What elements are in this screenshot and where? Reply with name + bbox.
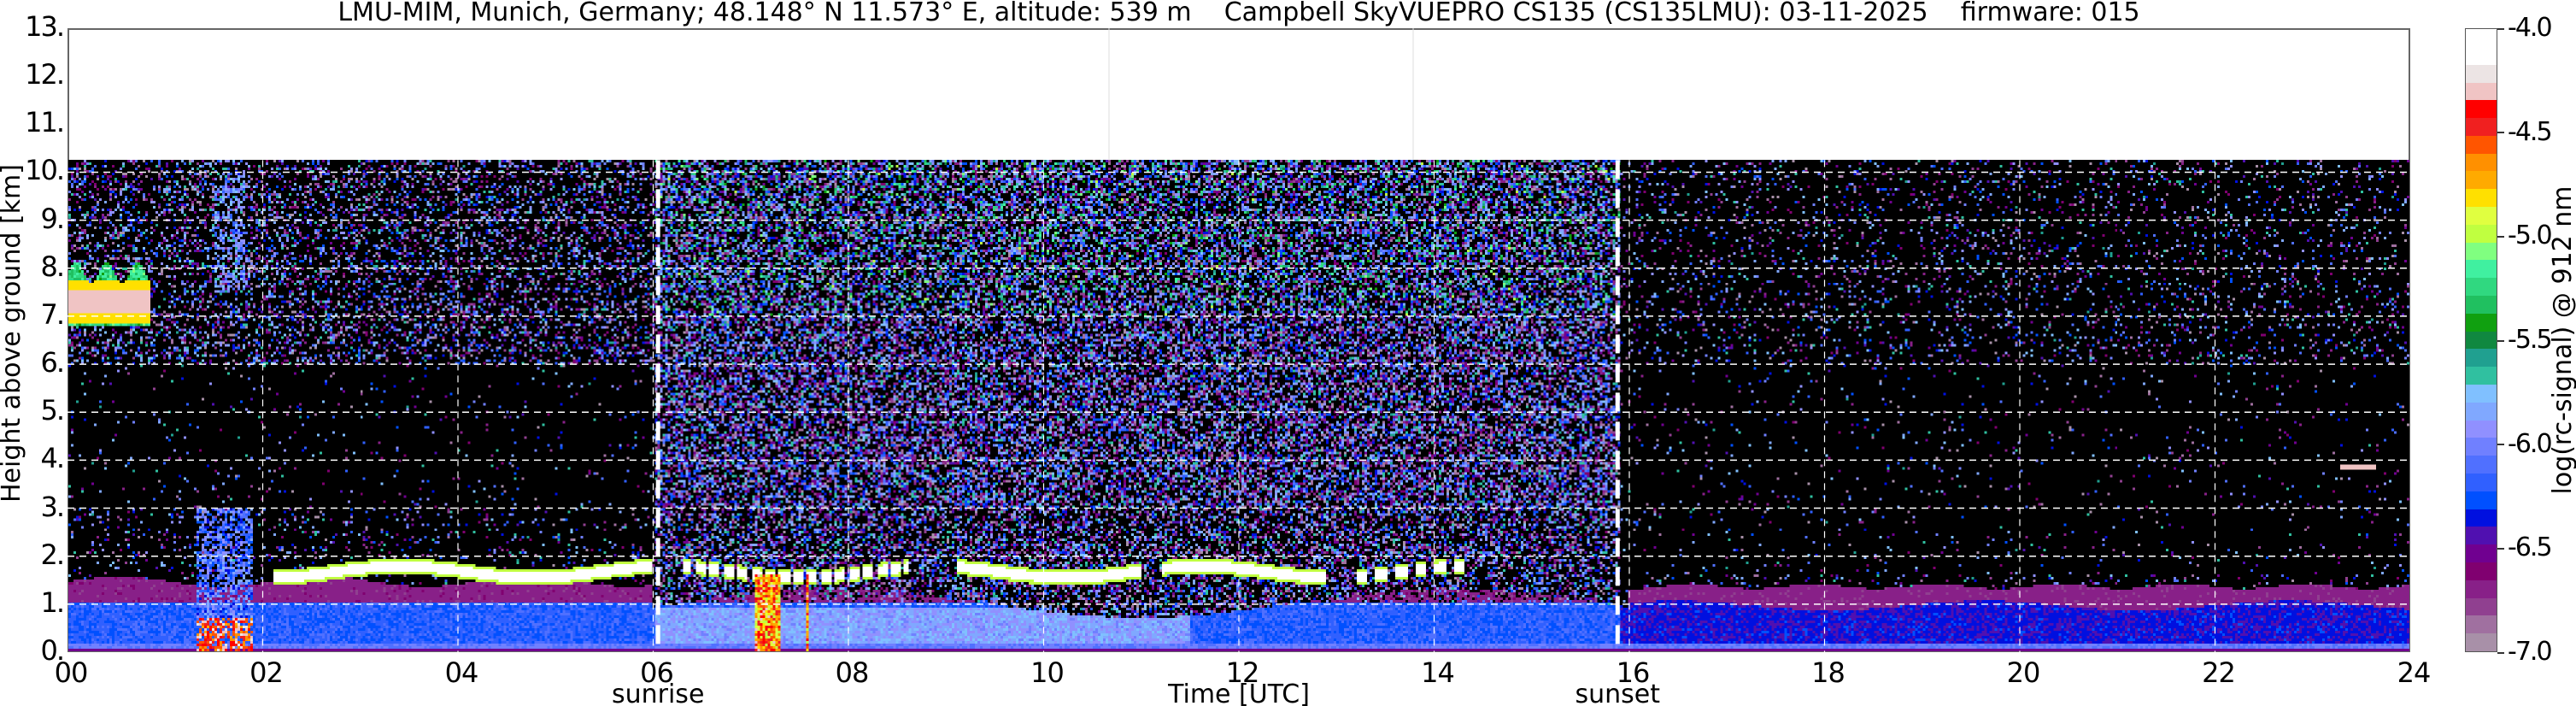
- x-tick-label: 22: [2202, 656, 2236, 689]
- sunset-label: sunset: [1575, 680, 1661, 706]
- x-tick-label: 18: [1811, 656, 1845, 689]
- colorbar-bin: [2466, 135, 2497, 154]
- colorbar-bin: [2466, 242, 2497, 261]
- colorbar-bin: [2466, 118, 2497, 136]
- colorbar-label: log(rc-signal) @ 912 nm: [2548, 185, 2576, 495]
- y-tick-label: 7.: [40, 297, 65, 331]
- colorbar-tick-label: -7.0: [2497, 637, 2553, 667]
- colorbar-tick-mark: [2497, 132, 2504, 134]
- colorbar-bin: [2466, 153, 2497, 172]
- colorbar-tick-label: -5.5: [2497, 325, 2553, 355]
- colorbar-tick-mark: [2497, 339, 2504, 342]
- colorbar-tick-label: -6.0: [2497, 428, 2553, 459]
- colorbar-bin: [2466, 509, 2497, 527]
- colorbar-bin: [2466, 296, 2497, 314]
- colorbar-bin: [2466, 456, 2497, 474]
- colorbar-bin: [2466, 615, 2497, 634]
- colorbar-bin: [2466, 189, 2497, 208]
- x-tick-label: 02: [249, 656, 284, 689]
- x-tick-label: 12: [1225, 656, 1260, 689]
- sunrise-label: sunrise: [611, 680, 705, 706]
- y-tick-label: 6.: [40, 346, 65, 379]
- x-tick-label: 20: [2006, 656, 2041, 689]
- y-tick-label: 0.: [40, 634, 65, 667]
- colorbar-bin: [2466, 597, 2497, 616]
- colorbar-bin: [2466, 527, 2497, 545]
- colorbar-bin: [2466, 544, 2497, 563]
- colorbar-tick-text: -5.0: [2508, 221, 2553, 251]
- colorbar-bin: [2466, 224, 2497, 243]
- colorbar-bin: [2466, 438, 2497, 456]
- y-tick-label: 1.: [40, 585, 65, 619]
- colorbar-tick-mark: [2497, 27, 2504, 30]
- colorbar: [2465, 28, 2497, 652]
- colorbar-tick-mark: [2497, 444, 2504, 446]
- colorbar-bin: [2466, 402, 2497, 421]
- colorbar-bin: [2466, 260, 2497, 279]
- y-tick-label: 10.: [25, 154, 65, 187]
- y-tick-label: 13.: [25, 10, 65, 43]
- colorbar-tick-label: -6.5: [2497, 535, 2553, 561]
- colorbar-bin: [2466, 207, 2497, 225]
- colorbar-tick-mark: [2497, 235, 2504, 238]
- x-tick-label: 00: [54, 656, 89, 689]
- colorbar-bin: [2466, 278, 2497, 297]
- y-tick-label: 3.: [40, 490, 65, 523]
- colorbar-bin: [2466, 491, 2497, 509]
- colorbar-tick-text: -4.5: [2508, 116, 2553, 147]
- x-tick-label: 14: [1421, 656, 1455, 689]
- colorbar-bin: [2466, 29, 2497, 47]
- colorbar-tick-text: -6.0: [2508, 428, 2553, 459]
- colorbar-bin: [2466, 46, 2497, 65]
- colorbar-tick-text: -6.5: [2508, 532, 2553, 563]
- colorbar-bin: [2466, 349, 2497, 368]
- colorbar-tick-text: -4.0: [2508, 13, 2553, 43]
- colorbar-bin: [2466, 580, 2497, 598]
- x-tick-label: 10: [1030, 656, 1065, 689]
- y-tick-label: 4.: [40, 442, 65, 475]
- colorbar-bin: [2466, 385, 2497, 403]
- y-tick-label: 2.: [40, 538, 65, 571]
- colorbar-tick-label: -4.5: [2497, 119, 2553, 144]
- x-tick-label: 24: [2397, 656, 2432, 689]
- x-tick-label: 08: [835, 656, 870, 689]
- colorbar-bin: [2466, 64, 2497, 83]
- colorbar-tick-text: -7.0: [2508, 637, 2553, 667]
- x-tick-label: 04: [444, 656, 479, 689]
- colorbar-bin: [2466, 562, 2497, 580]
- x-tick-label: 16: [1616, 656, 1651, 689]
- y-tick-label: 8.: [40, 250, 65, 283]
- y-tick-label: 11.: [25, 106, 65, 139]
- colorbar-bin: [2466, 420, 2497, 438]
- colorbar-tick-text: -5.5: [2508, 325, 2553, 355]
- colorbar-tick-label: -5.0: [2497, 221, 2553, 251]
- colorbar-bin: [2466, 82, 2497, 101]
- x-axis-label: Time [UTC]: [1168, 680, 1310, 706]
- colorbar-bin: [2466, 171, 2497, 190]
- y-tick-label: 12.: [25, 58, 65, 91]
- colorbar-bin: [2466, 474, 2497, 491]
- chart-title: LMU-MIM, Munich, Germany; 48.148° N 11.5…: [337, 0, 2140, 27]
- y-tick-label: 5.: [40, 394, 65, 427]
- colorbar-tick-mark: [2497, 651, 2504, 654]
- y-tick-label: 9.: [40, 202, 65, 235]
- colorbar-tick-mark: [2497, 547, 2504, 550]
- colorbar-bin: [2466, 100, 2497, 119]
- x-tick-label: 06: [640, 656, 674, 689]
- colorbar-tick-label: -4.0: [2497, 13, 2553, 43]
- colorbar-bin: [2466, 313, 2497, 332]
- colorbar-bin: [2466, 331, 2497, 350]
- colorbar-bin: [2466, 367, 2497, 385]
- colorbar-bin: [2466, 633, 2497, 651]
